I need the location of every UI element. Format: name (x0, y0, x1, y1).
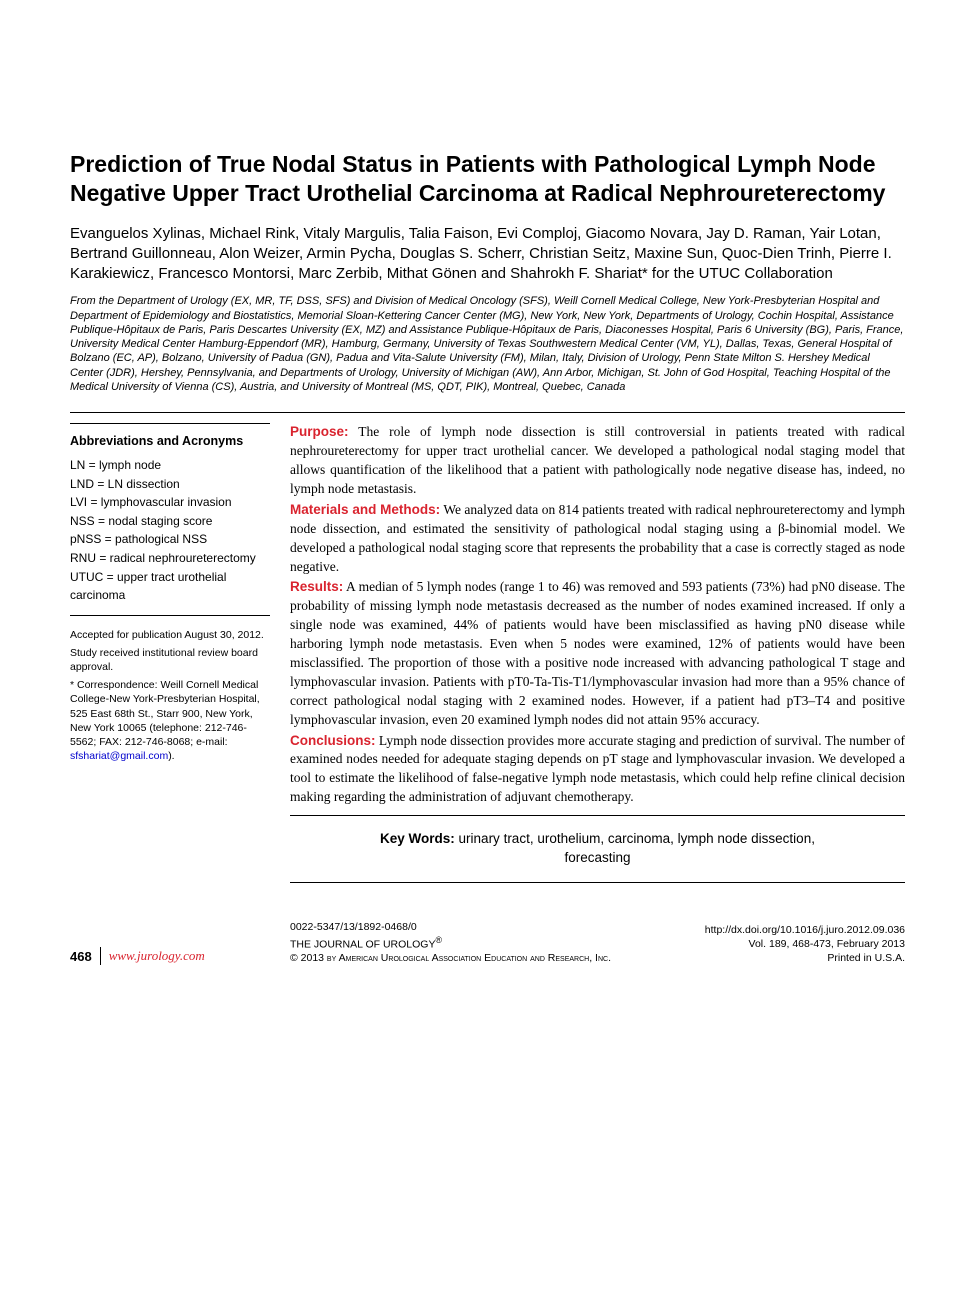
abbrev-item: LN = lymph node (70, 456, 270, 475)
printed-in: Printed in U.S.A. (645, 952, 905, 966)
doi-link[interactable]: http://dx.doi.org/10.1016/j.juro.2012.09… (705, 924, 905, 936)
correspondence-closing: ). (168, 750, 174, 762)
footnote-correspondence: * Correspondence: Weill Cornell Medical … (70, 678, 270, 763)
issn: 0022-5347/13/1892-0468/0 (290, 921, 645, 935)
journal-name: THE JOURNAL OF UROLOGY® (290, 935, 645, 952)
affiliations: From the Department of Urology (EX, MR, … (70, 294, 905, 394)
keywords-text: urinary tract, urothelium, carcinoma, ly… (455, 831, 815, 865)
conclusions-label: Conclusions: (290, 733, 376, 748)
keywords-block: Key Words: urinary tract, urothelium, ca… (290, 824, 905, 874)
footer-right: http://dx.doi.org/10.1016/j.juro.2012.09… (645, 924, 905, 965)
abstract-methods: Materials and Methods: We analyzed data … (290, 501, 905, 577)
footnote-irb: Study received institutional review boar… (70, 646, 270, 674)
keywords-label: Key Words: (380, 831, 455, 846)
citation: Vol. 189, 468-473, February 2013 (645, 938, 905, 952)
two-column-layout: Abbreviations and Acronyms LN = lymph no… (70, 423, 905, 891)
footnote-accepted: Accepted for publication August 30, 2012… (70, 628, 270, 642)
abbrev-item: RNU = radical nephroureterectomy (70, 549, 270, 568)
divider (290, 815, 905, 816)
results-label: Results: (290, 579, 343, 594)
results-text: A median of 5 lymph nodes (range 1 to 46… (290, 579, 905, 726)
purpose-text: The role of lymph node dissection is sti… (290, 424, 905, 496)
abbreviations-box: Abbreviations and Acronyms LN = lymph no… (70, 423, 270, 615)
page-number: 468 (70, 949, 92, 964)
purpose-label: Purpose: (290, 424, 349, 439)
journal-site-link[interactable]: www.jurology.com (109, 948, 205, 964)
correspondence-email-link[interactable]: sfshariat@gmail.com (70, 750, 168, 762)
article-title: Prediction of True Nodal Status in Patie… (70, 150, 905, 208)
abbrev-item: UTUC = upper tract urothelial carcinoma (70, 568, 270, 605)
page-footer: 468 www.jurology.com 0022-5347/13/1892-0… (70, 921, 905, 965)
author-list: Evanguelos Xylinas, Michael Rink, Vitaly… (70, 224, 905, 285)
footer-middle: 0022-5347/13/1892-0468/0 THE JOURNAL OF … (290, 921, 645, 965)
abstract-conclusions: Conclusions: Lymph node dissection provi… (290, 732, 905, 808)
sidebar: Abbreviations and Acronyms LN = lymph no… (70, 423, 270, 891)
abbreviations-heading: Abbreviations and Acronyms (70, 434, 270, 450)
divider (70, 412, 905, 413)
abstract-results: Results: A median of 5 lymph nodes (rang… (290, 578, 905, 729)
copyright: © 2013 by American Urological Associatio… (290, 952, 645, 966)
abstract-purpose: Purpose: The role of lymph node dissecti… (290, 423, 905, 499)
footnotes: Accepted for publication August 30, 2012… (70, 628, 270, 764)
conclusions-text: Lymph node dissection provides more accu… (290, 733, 905, 805)
footer-left: 468 www.jurology.com (70, 947, 290, 965)
correspondence-text: * Correspondence: Weill Cornell Medical … (70, 679, 260, 748)
abstract-body: Purpose: The role of lymph node dissecti… (290, 423, 905, 891)
abbrev-item: LVI = lymphovascular invasion (70, 493, 270, 512)
abbrev-item: LND = LN dissection (70, 475, 270, 494)
abbrev-item: pNSS = pathological NSS (70, 530, 270, 549)
vertical-divider (100, 947, 101, 965)
methods-label: Materials and Methods: (290, 502, 440, 517)
abbrev-item: NSS = nodal staging score (70, 512, 270, 531)
divider (290, 882, 905, 883)
